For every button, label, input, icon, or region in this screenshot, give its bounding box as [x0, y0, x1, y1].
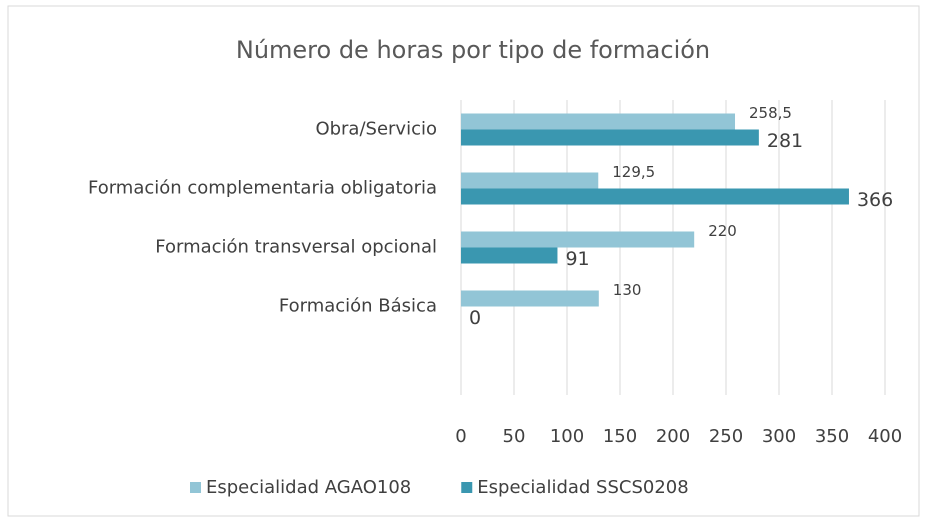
x-tick-label: 100	[550, 426, 584, 447]
data-label: 129,5	[612, 163, 655, 181]
y-tick-label: Formación Básica	[279, 296, 437, 317]
y-tick-label: Formación complementaria obligatoria	[88, 178, 437, 199]
legend-label: Especialidad SSCS0208	[477, 477, 688, 498]
x-tick-label: 350	[815, 426, 849, 447]
data-label: 0	[469, 307, 481, 329]
data-label: 258,5	[749, 104, 792, 122]
data-label: 366	[857, 189, 893, 211]
bar	[461, 231, 695, 248]
x-tick-label: 250	[709, 426, 743, 447]
bar	[461, 113, 736, 130]
x-tick-label: 300	[762, 426, 796, 447]
data-label: 91	[565, 248, 589, 270]
bar	[461, 290, 599, 307]
data-label: 130	[613, 281, 642, 299]
legend-swatch	[190, 482, 201, 493]
x-tick-label: 50	[503, 426, 526, 447]
legend-label: Especialidad AGAO108	[206, 477, 411, 498]
bar	[461, 247, 558, 264]
bar	[461, 188, 849, 205]
y-tick-label: Obra/Servicio	[315, 119, 437, 140]
bar	[461, 129, 759, 146]
x-tick-label: 200	[656, 426, 690, 447]
x-tick-label: 150	[603, 426, 637, 447]
data-label: 281	[767, 130, 803, 152]
chart-title: Número de horas por tipo de formación	[236, 36, 710, 64]
x-tick-label: 400	[868, 426, 902, 447]
legend-swatch	[461, 482, 473, 493]
bar	[461, 172, 599, 189]
data-label: 220	[708, 222, 737, 240]
x-tick-label: 0	[455, 426, 466, 447]
y-tick-label: Formación transversal opcional	[155, 237, 437, 258]
